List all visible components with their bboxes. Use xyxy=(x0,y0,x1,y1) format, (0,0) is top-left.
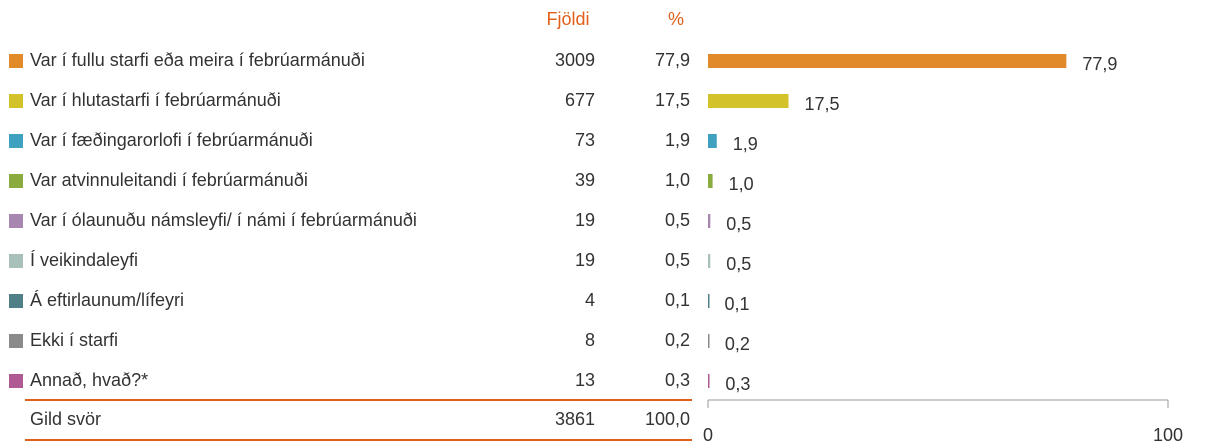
legend-swatch xyxy=(9,134,23,148)
x-tick-label: 100 xyxy=(1153,425,1183,445)
legend-swatch xyxy=(9,294,23,308)
count: 13 xyxy=(575,370,595,390)
legend-swatch xyxy=(9,54,23,68)
percent: 1,0 xyxy=(665,170,690,190)
percent: 1,9 xyxy=(665,130,690,150)
bar xyxy=(708,254,711,268)
legend-swatch xyxy=(9,254,23,268)
percent: 0,3 xyxy=(665,370,690,390)
bar xyxy=(708,214,711,228)
percent: 17,5 xyxy=(655,90,690,110)
count: 677 xyxy=(565,90,595,110)
percent: 77,9 xyxy=(655,50,690,70)
row-label: Var atvinnuleitandi í febrúarmánuði xyxy=(30,170,308,190)
data-label: 0,3 xyxy=(725,374,750,394)
legend-swatch xyxy=(9,174,23,188)
row-label: Var í fullu starfi eða meira í febrúarmá… xyxy=(30,50,365,70)
row-label: Var í ólaunuðu námsleyfi/ í námi í febrú… xyxy=(30,210,417,230)
data-label: 0,1 xyxy=(724,294,749,314)
data-label: 0,5 xyxy=(726,254,751,274)
count: 4 xyxy=(585,290,595,310)
bar xyxy=(708,374,710,388)
row-label: Á eftirlaunum/lífeyri xyxy=(30,290,184,310)
data-label: 77,9 xyxy=(1082,54,1117,74)
row-label: Annað, hvað?* xyxy=(30,370,148,390)
x-tick-label: 0 xyxy=(703,425,713,445)
bar xyxy=(708,54,1067,68)
count: 39 xyxy=(575,170,595,190)
count: 3009 xyxy=(555,50,595,70)
data-label: 1,9 xyxy=(733,134,758,154)
data-label: 17,5 xyxy=(805,94,840,114)
percent: 0,5 xyxy=(665,250,690,270)
legend-swatch xyxy=(9,214,23,228)
count: 19 xyxy=(575,210,595,230)
total-count: 3861 xyxy=(555,409,595,429)
total-label: Gild svör xyxy=(30,409,101,429)
column-header: Fjöldi xyxy=(546,9,589,29)
count: 19 xyxy=(575,250,595,270)
percent: 0,1 xyxy=(665,290,690,310)
bar xyxy=(708,174,713,188)
row-label: Í veikindaleyfi xyxy=(30,250,138,270)
count: 8 xyxy=(585,330,595,350)
percent: 0,2 xyxy=(665,330,690,350)
count: 73 xyxy=(575,130,595,150)
row-label: Var í hlutastarfi í febrúarmánuði xyxy=(30,90,281,110)
row-label: Ekki í starfi xyxy=(30,330,118,350)
bar xyxy=(708,134,717,148)
bar xyxy=(708,334,710,348)
data-label: 0,5 xyxy=(726,214,751,234)
percent: 0,5 xyxy=(665,210,690,230)
total-percent: 100,0 xyxy=(645,409,690,429)
legend-swatch xyxy=(9,334,23,348)
data-label: 0,2 xyxy=(725,334,750,354)
row-label: Var í fæðingarorlofi í febrúarmánuði xyxy=(30,130,313,150)
data-label: 1,0 xyxy=(729,174,754,194)
bar xyxy=(708,294,710,308)
legend-swatch xyxy=(9,374,23,388)
bar xyxy=(708,94,789,108)
column-header: % xyxy=(668,9,684,29)
legend-swatch xyxy=(9,94,23,108)
